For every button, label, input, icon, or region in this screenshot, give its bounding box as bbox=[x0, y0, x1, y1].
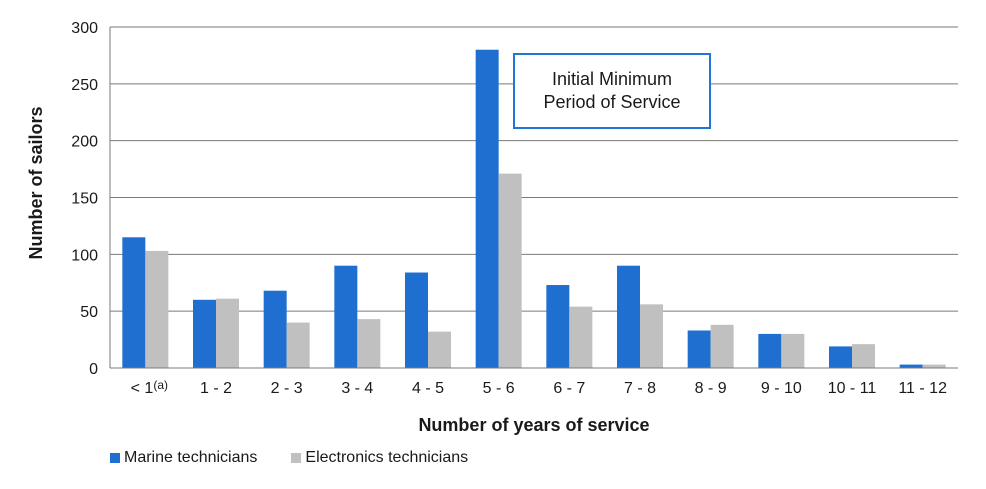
x-tick-label: 4 - 5 bbox=[412, 380, 444, 397]
bar-electronics bbox=[569, 306, 593, 368]
annotation-box: Initial Minimum Period of Service bbox=[513, 53, 711, 129]
x-tick-label: 11 - 12 bbox=[898, 380, 947, 397]
y-tick-label: 200 bbox=[71, 134, 98, 151]
bar-electronics bbox=[781, 333, 805, 368]
y-tick-label: 50 bbox=[80, 304, 98, 321]
bar-electronics bbox=[922, 364, 946, 368]
x-axis-title: Number of years of service bbox=[418, 415, 649, 435]
y-tick-label: 100 bbox=[71, 247, 98, 264]
bar-marine bbox=[687, 330, 711, 368]
bar-electronics bbox=[145, 250, 169, 368]
bar-marine bbox=[617, 265, 640, 368]
x-tick-label: 7 - 8 bbox=[624, 380, 656, 397]
bar-electronics bbox=[640, 304, 663, 368]
y-tick-label: 250 bbox=[71, 77, 98, 94]
x-tick-label: 2 - 3 bbox=[271, 380, 303, 397]
bar-electronics bbox=[498, 173, 522, 368]
bar-electronics bbox=[216, 298, 239, 368]
bar-marine bbox=[263, 290, 287, 368]
x-tick-label: 8 - 9 bbox=[695, 380, 727, 397]
x-tick-label: 5 - 6 bbox=[483, 380, 515, 397]
x-tick-label: 1 - 2 bbox=[200, 380, 232, 397]
x-tick-footnote: (a) bbox=[153, 378, 168, 392]
bar-electronics bbox=[357, 319, 381, 368]
y-tick-label: 150 bbox=[71, 191, 98, 208]
bar-marine bbox=[899, 364, 923, 368]
axes: 0 50 100 150 200 250 300 < 1(a) 1 - 2 2 - 3 3 - 4 4… bbox=[71, 20, 958, 397]
bar-electronics bbox=[710, 324, 734, 368]
legend-swatch-electronics bbox=[291, 453, 302, 463]
legend-item-marine: Marine technicians bbox=[110, 449, 257, 467]
bar-marine bbox=[193, 299, 216, 368]
legend: Marine technicians Electronics technicia… bbox=[110, 449, 502, 467]
bar-electronics bbox=[428, 331, 451, 368]
bar-electronics bbox=[286, 322, 310, 368]
bar-marine bbox=[475, 49, 499, 368]
x-tick-label: 9 - 10 bbox=[761, 380, 802, 397]
x-tick-label: 3 - 4 bbox=[341, 380, 373, 397]
bar-marine bbox=[122, 237, 146, 368]
y-tick-label: 0 bbox=[89, 361, 98, 378]
bar-marine bbox=[334, 265, 358, 368]
bars bbox=[122, 49, 946, 368]
bar-marine bbox=[758, 333, 782, 368]
x-tick-label: < 1(a) bbox=[131, 378, 168, 397]
legend-label-electronics: Electronics technicians bbox=[305, 449, 469, 466]
annotation-line-2: Period of Service bbox=[543, 92, 681, 112]
bar-marine bbox=[405, 272, 428, 368]
bar-marine bbox=[829, 346, 852, 368]
legend-swatch-marine bbox=[110, 453, 120, 463]
x-tick-label: 10 - 11 bbox=[828, 380, 877, 397]
bar-electronics bbox=[852, 344, 875, 368]
bar-marine bbox=[546, 285, 570, 368]
legend-item-electronics: Electronics technicians bbox=[291, 449, 468, 467]
legend-label-marine: Marine technicians bbox=[124, 449, 258, 466]
y-axis-title: Number of sailors bbox=[26, 106, 46, 259]
annotation-line-1: Initial Minimum bbox=[551, 69, 673, 89]
y-tick-label: 300 bbox=[71, 20, 98, 37]
x-tick-label: 6 - 7 bbox=[553, 380, 585, 397]
